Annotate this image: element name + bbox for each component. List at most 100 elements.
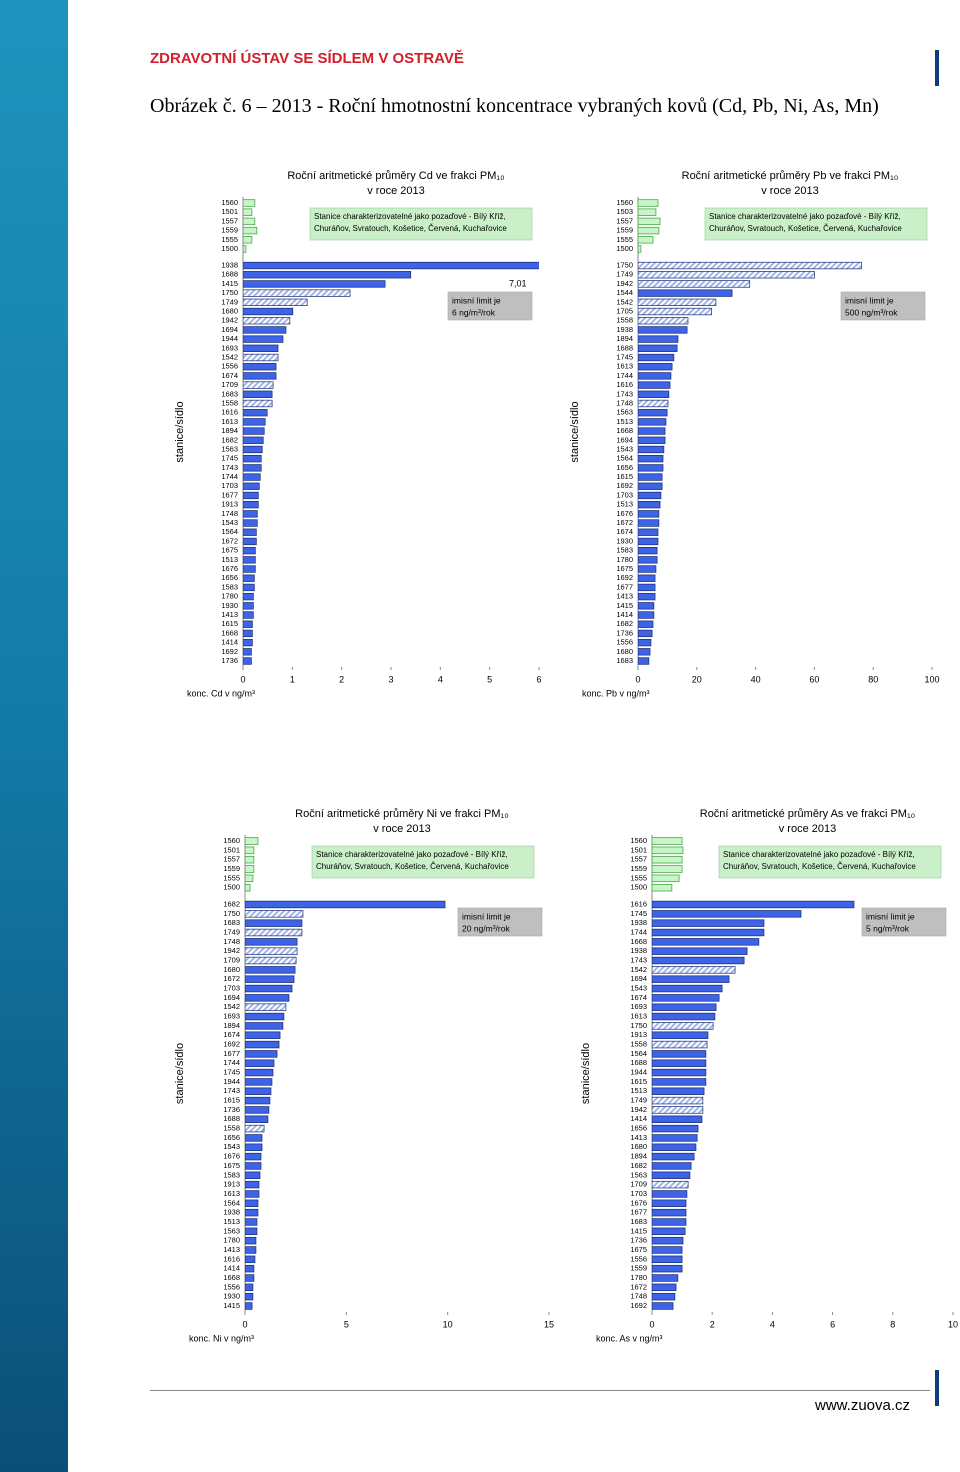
bar bbox=[245, 1012, 285, 1021]
annotation-text: 500 ng/m³/rok bbox=[845, 307, 898, 317]
category-label: 1675 bbox=[221, 546, 238, 555]
y-axis-label: stanice/sídlo bbox=[569, 401, 581, 462]
bar bbox=[243, 418, 266, 426]
category-label: 1544 bbox=[616, 288, 633, 297]
category-label: 1558 bbox=[221, 398, 238, 407]
annotation-box bbox=[861, 907, 947, 937]
bar bbox=[652, 984, 723, 993]
bar bbox=[243, 326, 287, 334]
category-label: 1677 bbox=[616, 582, 633, 591]
bar bbox=[652, 1302, 674, 1310]
category-label: 1750 bbox=[221, 288, 238, 297]
bar bbox=[245, 1087, 272, 1095]
category-label: 1894 bbox=[630, 1152, 647, 1161]
annotation-box bbox=[309, 207, 533, 241]
bar bbox=[652, 837, 683, 845]
category-label: 1913 bbox=[223, 1180, 240, 1189]
x-tick-label: 6 bbox=[536, 674, 541, 684]
category-label: 1674 bbox=[223, 1030, 240, 1039]
category-label: 1543 bbox=[223, 1142, 240, 1151]
annotation-box bbox=[718, 845, 942, 879]
category-label: 1709 bbox=[221, 380, 238, 389]
category-label: 1558 bbox=[223, 1124, 240, 1133]
bar bbox=[243, 602, 254, 610]
category-label: 1559 bbox=[221, 226, 238, 235]
bar bbox=[245, 910, 304, 918]
category-label: 1557 bbox=[223, 855, 240, 864]
category-label: 1703 bbox=[223, 984, 240, 993]
category-label: 1559 bbox=[616, 226, 633, 235]
category-label: 1413 bbox=[630, 1133, 647, 1142]
bar bbox=[638, 326, 688, 334]
bar bbox=[245, 1152, 262, 1161]
category-label: 1736 bbox=[630, 1236, 647, 1245]
bar bbox=[245, 1208, 259, 1217]
bar bbox=[243, 556, 256, 564]
category-label: 1413 bbox=[221, 610, 238, 619]
bar bbox=[638, 482, 663, 490]
bar bbox=[243, 620, 253, 628]
bar bbox=[638, 602, 655, 610]
category-label: 1938 bbox=[221, 261, 238, 270]
category-label: 1501 bbox=[630, 845, 647, 854]
bar bbox=[243, 208, 253, 216]
category-label: 1705 bbox=[616, 307, 633, 316]
bar bbox=[652, 1059, 707, 1067]
category-label: 1780 bbox=[223, 1236, 240, 1245]
bar bbox=[243, 271, 412, 279]
annotation-text: imisní limit je bbox=[462, 911, 511, 921]
bar bbox=[245, 956, 297, 965]
bar bbox=[245, 865, 255, 873]
bar bbox=[638, 620, 654, 628]
category-label: 1500 bbox=[221, 244, 238, 253]
bar bbox=[638, 372, 672, 380]
bar bbox=[245, 1236, 257, 1245]
category-label: 1749 bbox=[221, 297, 238, 306]
category-label: 1414 bbox=[616, 610, 633, 619]
x-tick-label: 1 bbox=[290, 674, 295, 684]
bar bbox=[243, 298, 308, 306]
bar bbox=[638, 657, 650, 665]
bar bbox=[243, 390, 273, 398]
category-label: 1668 bbox=[616, 426, 633, 435]
bar bbox=[652, 910, 802, 918]
bar bbox=[243, 245, 247, 253]
category-label: 1736 bbox=[221, 656, 238, 665]
category-label: 1615 bbox=[616, 472, 633, 481]
category-label: 1616 bbox=[223, 1254, 240, 1263]
category-label: 1749 bbox=[616, 270, 633, 279]
category-label: 1555 bbox=[223, 873, 240, 882]
category-label: 1942 bbox=[616, 279, 633, 288]
category-label: 1615 bbox=[221, 619, 238, 628]
bar bbox=[638, 546, 658, 555]
bar bbox=[243, 199, 256, 207]
category-label: 1894 bbox=[223, 1021, 240, 1030]
x-tick-label: 40 bbox=[751, 674, 761, 684]
bar bbox=[243, 473, 261, 481]
category-label: 1500 bbox=[223, 883, 240, 892]
category-label: 1694 bbox=[223, 993, 240, 1002]
footer-rule bbox=[150, 1390, 930, 1391]
bar bbox=[638, 344, 678, 352]
category-label: 1688 bbox=[616, 343, 633, 352]
category-label: 1942 bbox=[221, 316, 238, 325]
category-label: 1749 bbox=[630, 1096, 647, 1105]
bar bbox=[638, 638, 652, 647]
y-axis-label: stanice/sídlo bbox=[174, 401, 186, 462]
x-tick-label: 2 bbox=[710, 1319, 715, 1329]
bar bbox=[652, 1227, 686, 1236]
x-tick-label: 0 bbox=[240, 674, 245, 684]
category-label: 1745 bbox=[223, 1068, 240, 1077]
category-label: 1894 bbox=[616, 334, 633, 343]
bar bbox=[243, 657, 252, 665]
bar bbox=[243, 217, 256, 226]
bar bbox=[245, 947, 298, 955]
annotation-text: Stanice charakterizovatelné jako pozaďov… bbox=[316, 850, 508, 859]
category-label: 1938 bbox=[616, 325, 633, 334]
bar bbox=[652, 956, 745, 965]
x-tick-label: 5 bbox=[487, 674, 492, 684]
bar bbox=[245, 1134, 263, 1142]
bar bbox=[243, 335, 284, 343]
bar bbox=[638, 592, 656, 601]
category-label: 1703 bbox=[630, 1189, 647, 1198]
